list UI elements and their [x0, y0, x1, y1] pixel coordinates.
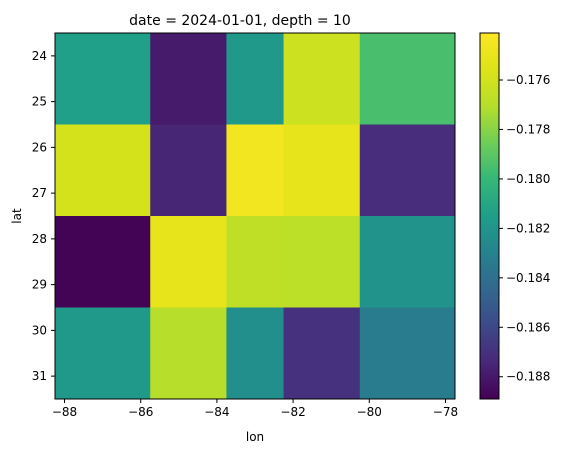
colorbar-ticks: −0.188 −0.186 −0.184 −0.182 −0.180 −0.178 −0.1…: [499, 73, 550, 384]
chart-title: date = 2024-01-01, depth = 10: [129, 13, 351, 29]
x-tick-label: −78: [433, 405, 458, 419]
y-tick-label: 27: [32, 186, 47, 200]
heatmap-cell: [150, 124, 227, 217]
heatmap-cell: [283, 216, 361, 308]
colorbar-tick-label: −0.180: [506, 172, 550, 186]
heatmap-cells: [55, 33, 456, 400]
heatmap-cell: [359, 124, 456, 217]
colorbar-tick-label: −0.176: [506, 73, 550, 87]
colorbar-tick-label: −0.186: [506, 320, 550, 334]
heatmap-cell: [226, 124, 285, 217]
heatmap-cell: [283, 124, 361, 217]
heatmap-cell: [226, 33, 285, 125]
heatmap-cell: [150, 216, 227, 308]
heatmap-cell: [55, 307, 151, 400]
y-tick-label: 29: [32, 278, 47, 292]
y-axis-ticks: 24 25 26 27 28 29 30 31: [32, 49, 55, 383]
heatmap-cell: [359, 216, 456, 308]
colorbar-tick-label: −0.178: [506, 122, 550, 136]
y-tick-label: 26: [32, 140, 47, 154]
colorbar: [479, 32, 500, 400]
heatmap-cell: [150, 307, 227, 400]
x-tick-label: −82: [280, 405, 305, 419]
heatmap-cell: [150, 33, 227, 125]
plot-frame: [54, 32, 456, 400]
heatmap-cell: [55, 33, 151, 125]
y-tick-label: 25: [32, 95, 47, 109]
y-axis-label: lat: [10, 208, 24, 224]
y-tick-label: 30: [32, 323, 47, 337]
colorbar-tick-label: −0.182: [506, 221, 550, 235]
heatmap-cell: [283, 307, 361, 400]
y-tick-label: 24: [32, 49, 47, 63]
x-axis-label: lon: [246, 430, 264, 444]
colorbar-tick-label: −0.188: [506, 370, 550, 384]
x-tick-label: −84: [204, 405, 229, 419]
heatmap-cell: [55, 124, 151, 217]
x-tick-label: −88: [52, 405, 77, 419]
heatmap-cell: [55, 216, 151, 308]
y-tick-label: 28: [32, 232, 47, 246]
heatmap-cell: [226, 307, 285, 400]
colorbar-tick-label: −0.184: [506, 271, 550, 285]
x-tick-label: −86: [128, 405, 153, 419]
heatmap-cell: [226, 216, 285, 308]
x-tick-label: −80: [357, 405, 382, 419]
x-axis-ticks: −88 −86 −84 −82 −80 −78: [52, 399, 458, 419]
y-tick-label: 31: [32, 369, 47, 383]
heatmap-cell: [359, 307, 456, 400]
heatmap-cell: [359, 33, 456, 125]
heatmap-cell: [283, 33, 361, 125]
